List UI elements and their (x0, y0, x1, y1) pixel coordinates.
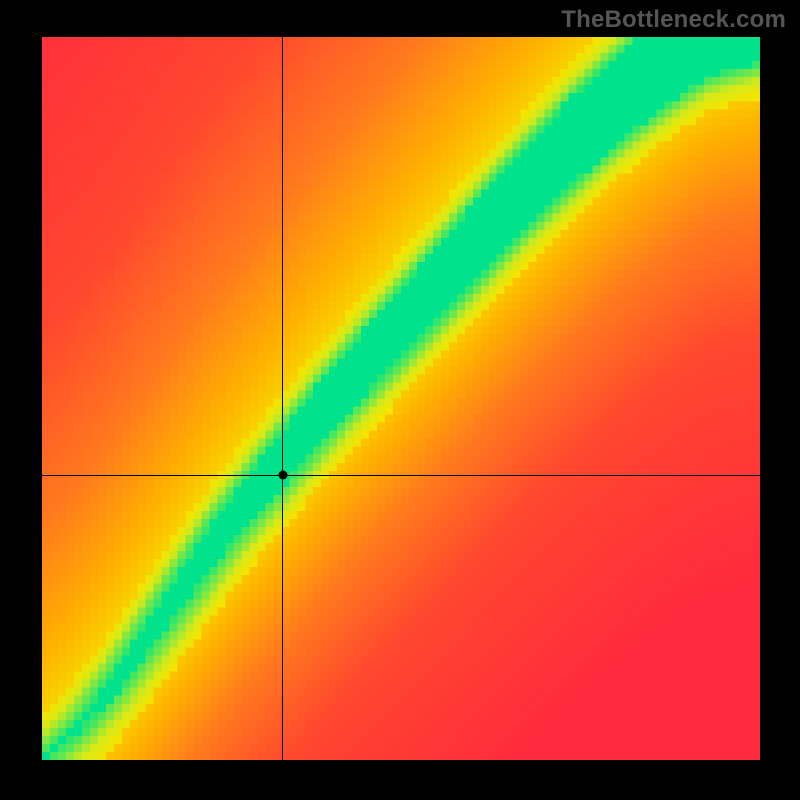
crosshair-vertical (282, 37, 283, 760)
crosshair-horizontal (42, 475, 760, 476)
crosshair-marker (278, 471, 287, 480)
bottleneck-heatmap (42, 37, 760, 760)
watermark-text: TheBottleneck.com (561, 6, 786, 34)
